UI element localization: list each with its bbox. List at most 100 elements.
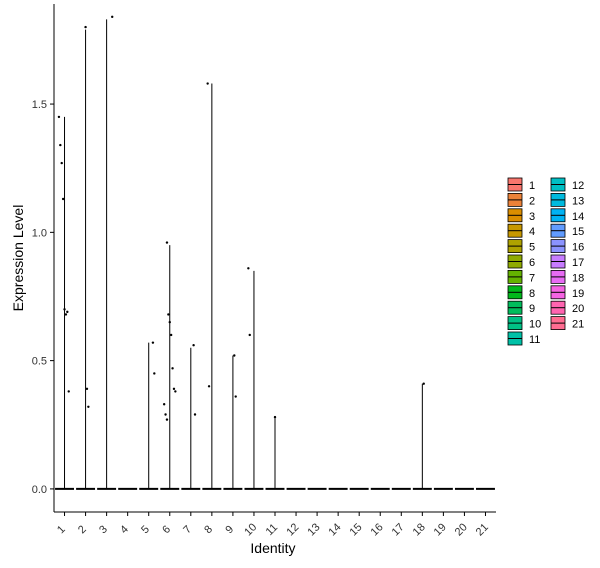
- data-point: [57, 115, 61, 119]
- x-tick-label: 9: [223, 523, 236, 536]
- x-tick-label: 19: [432, 521, 449, 538]
- x-axis-label: Identity: [250, 540, 295, 556]
- x-tick-label: 1: [55, 523, 68, 536]
- data-point: [59, 143, 62, 147]
- legend-label: 16: [572, 242, 584, 254]
- data-point: [168, 320, 171, 324]
- x-tick-label: 15: [347, 521, 364, 538]
- x-tick-label: 20: [453, 521, 470, 538]
- data-point: [64, 313, 68, 316]
- legend-label: 1: [529, 180, 535, 192]
- x-tick-label: 3: [97, 523, 110, 536]
- data-point: [61, 197, 65, 201]
- plot-area: 0.00.51.01.51 2 3 4 5 6 7 8 9 10 11 12 13 14 15 16 17 18 1…: [32, 15, 495, 539]
- legend-item: 4: [507, 223, 535, 238]
- legend-item: 17: [550, 254, 584, 269]
- legend-label: 7: [529, 272, 535, 284]
- data-point: [171, 367, 174, 370]
- x-tick-label: 14: [326, 521, 343, 538]
- x-tick-label: 16: [369, 521, 386, 538]
- legend-item: 7: [507, 269, 535, 284]
- y-tick-label: 1.5: [32, 99, 47, 111]
- legend-label: 3: [529, 211, 535, 223]
- legend-label: 18: [572, 272, 584, 284]
- legend-item: 3: [507, 208, 535, 223]
- legend-item: 1: [507, 177, 535, 192]
- data-point: [151, 341, 155, 344]
- data-point: [85, 387, 89, 391]
- data-point: [165, 241, 169, 244]
- data-point: [111, 15, 114, 19]
- legend-label: 4: [529, 226, 535, 238]
- data-point: [84, 25, 87, 29]
- legend-label: 20: [572, 303, 584, 315]
- data-point: [174, 390, 177, 393]
- data-point: [67, 390, 70, 393]
- legend-item: 13: [550, 192, 584, 207]
- legend-label: 11: [529, 334, 540, 346]
- legend-item: 9: [507, 300, 535, 315]
- x-tick-label: 21: [474, 521, 491, 538]
- data-point: [60, 161, 63, 165]
- x-tick-label: 2: [76, 523, 89, 536]
- y-tick-label: 0.5: [32, 356, 47, 368]
- data-point: [165, 418, 169, 421]
- legend-item: 6: [507, 254, 535, 269]
- x-tick-label: 10: [242, 521, 259, 538]
- data-point: [192, 344, 195, 347]
- legend-item: 5: [507, 239, 535, 254]
- legend-label: 12: [572, 180, 584, 192]
- data-point: [248, 333, 251, 337]
- x-tick-label: 7: [181, 523, 194, 536]
- y-tick-label: 1.0: [32, 227, 47, 239]
- data-point: [172, 387, 176, 391]
- legend-label: 15: [572, 226, 584, 238]
- legend-item: 10: [507, 316, 541, 331]
- x-tick-label: 17: [390, 521, 407, 538]
- legend-item: 12: [550, 177, 584, 192]
- data-point: [63, 308, 66, 311]
- legend-item: 20: [550, 300, 584, 315]
- legend-label: 8: [529, 288, 535, 300]
- legend-item: 18: [550, 269, 584, 284]
- x-tick-label: 6: [160, 523, 173, 536]
- x-tick-label: 13: [305, 521, 322, 538]
- data-point: [164, 413, 167, 416]
- data-point: [162, 403, 166, 406]
- data-point: [153, 372, 156, 375]
- y-tick-label: 0.0: [32, 484, 47, 496]
- x-tick-label: 8: [202, 523, 215, 536]
- data-point: [87, 405, 90, 409]
- legend-item: 14: [550, 208, 584, 223]
- legend-item: 16: [550, 239, 584, 254]
- legend-label: 17: [572, 257, 584, 269]
- data-point: [207, 385, 211, 388]
- y-axis-label: Expression Level: [10, 205, 26, 312]
- data-point: [169, 333, 173, 337]
- legend-label: 10: [529, 319, 541, 331]
- legend-label: 6: [529, 257, 535, 269]
- data-point: [273, 415, 277, 419]
- x-tick-label: 4: [118, 523, 131, 536]
- legend-label: 5: [529, 242, 535, 254]
- data-point: [234, 395, 237, 398]
- data-point: [193, 413, 197, 416]
- data-point: [247, 267, 250, 270]
- legend-label: 9: [529, 303, 535, 315]
- legend-item: 15: [550, 223, 584, 238]
- legend-item: 2: [507, 192, 535, 207]
- legend-item: 21: [550, 316, 584, 331]
- data-point: [66, 310, 69, 314]
- data-point: [233, 354, 236, 357]
- data-point: [206, 82, 209, 85]
- x-tick-label: 5: [139, 523, 152, 536]
- legend-label: 21: [572, 319, 584, 331]
- legend-label: 2: [529, 195, 535, 207]
- x-tick-label: 11: [264, 522, 281, 539]
- data-point: [167, 313, 170, 316]
- data-point: [422, 382, 425, 385]
- legend-label: 14: [572, 211, 584, 223]
- legend-label: 19: [572, 288, 584, 300]
